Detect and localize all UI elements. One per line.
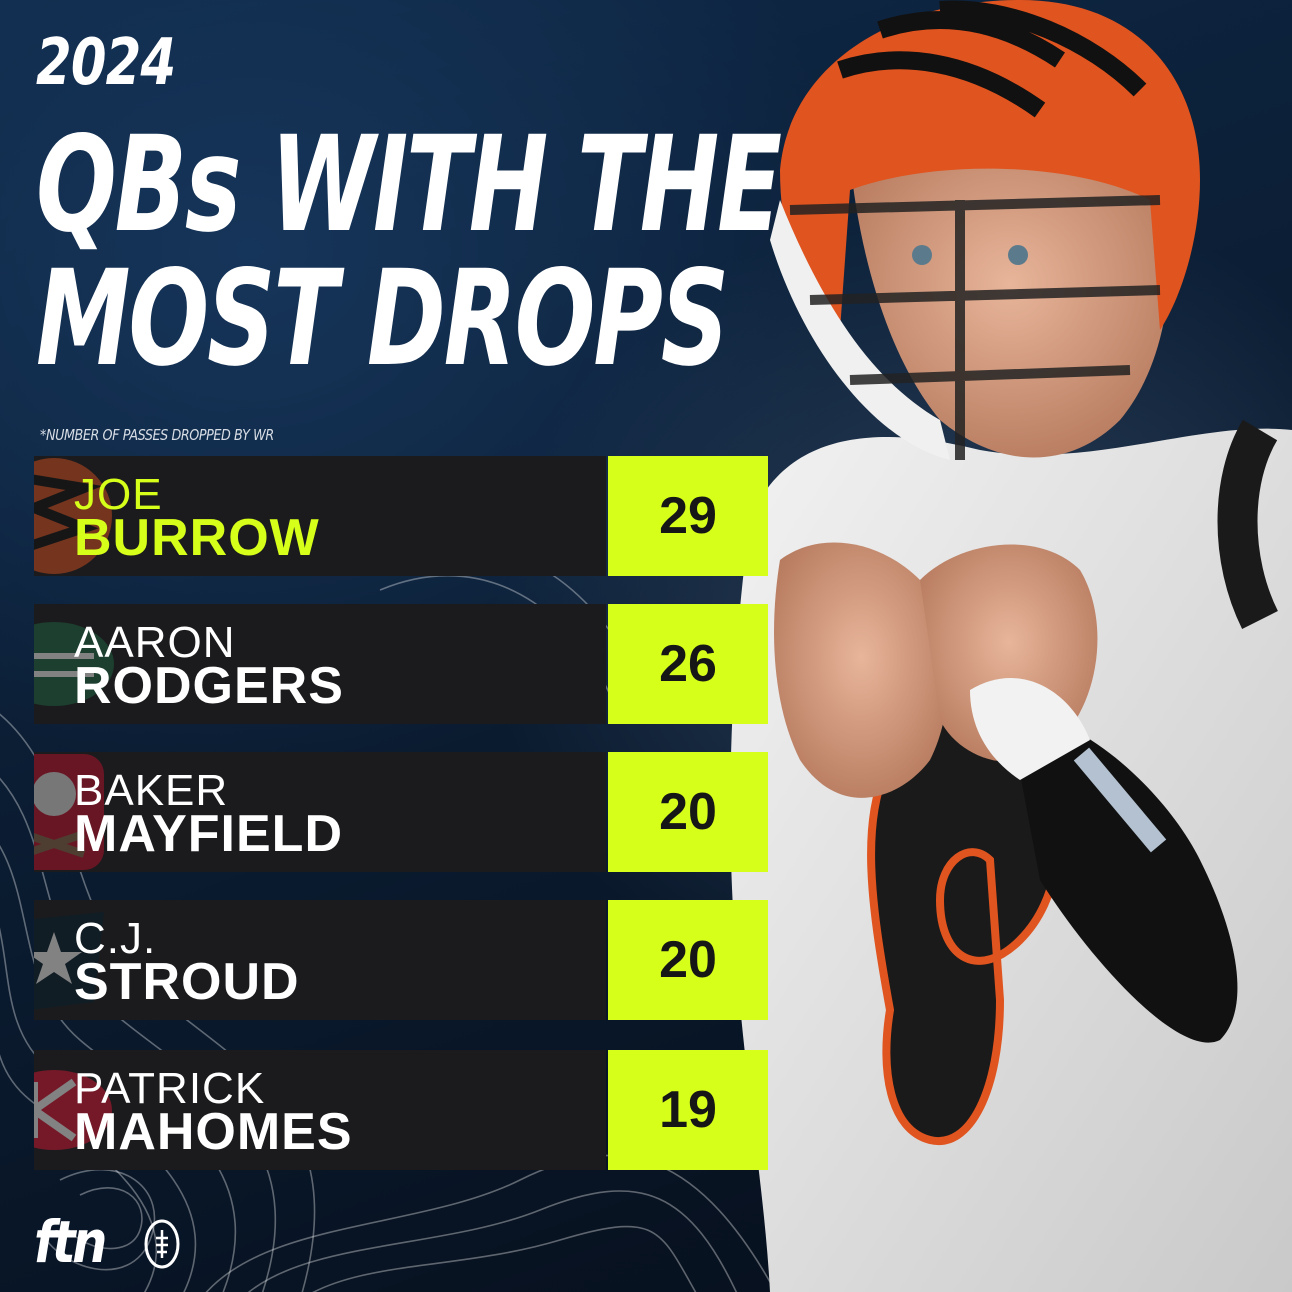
drop-count: 26 (659, 635, 717, 693)
ranking-row-2: AARON RODGERS 26 (34, 604, 768, 724)
title-line-2: MOST DROPS (36, 242, 729, 396)
texans-logo (34, 912, 104, 1010)
row-plate: AARON RODGERS (34, 604, 606, 724)
value-box: 19 (608, 1050, 768, 1170)
quarterback-photo (730, 0, 1292, 1292)
last-name: MAHOMES (74, 1103, 353, 1161)
drop-count: 29 (659, 487, 717, 545)
value-box: 20 (608, 900, 768, 1020)
first-name: BAKER (74, 766, 229, 815)
first-name: JOE (74, 470, 163, 519)
ranking-row-4: C.J. STROUD 20 (34, 900, 768, 1020)
jets-logo (34, 622, 114, 706)
last-name: BURROW (74, 509, 320, 567)
row-plate: BAKER MAYFIELD (34, 752, 606, 872)
ftn-logo: ftn (34, 1208, 184, 1276)
ranking-row-3: BAKER MAYFIELD 20 (34, 752, 768, 872)
value-box: 29 (608, 456, 768, 576)
last-name: MAYFIELD (74, 805, 343, 863)
ranking-row-1: JOE BURROW 29 (34, 456, 768, 576)
drop-count: 19 (659, 1081, 717, 1139)
footnote: *NUMBER OF PASSES DROPPED BY WR (40, 426, 274, 444)
drop-count: 20 (659, 783, 717, 841)
first-name: AARON (74, 618, 236, 667)
drop-count: 20 (659, 931, 717, 989)
ranking-row-5: PATRICK MAHOMES 19 (34, 1050, 768, 1170)
value-box: 26 (608, 604, 768, 724)
football-icon (144, 1219, 180, 1269)
first-name: PATRICK (74, 1064, 266, 1113)
last-name: STROUD (74, 953, 300, 1011)
row-plate: JOE BURROW (34, 456, 606, 576)
title-line-1: QBs WITH THE (36, 108, 782, 262)
page-title: QBs WITH THE MOST DROPS (36, 108, 782, 396)
last-name: RODGERS (74, 657, 344, 715)
buccaneers-logo (34, 754, 104, 870)
first-name: C.J. (74, 914, 157, 963)
row-plate: C.J. STROUD (34, 900, 606, 1020)
value-box: 20 (608, 752, 768, 872)
chiefs-logo (34, 1070, 112, 1150)
brand-logo-text: ftn (34, 1208, 107, 1276)
year-label: 2024 (36, 26, 176, 100)
bengals-logo (34, 458, 112, 574)
row-plate: PATRICK MAHOMES (34, 1050, 606, 1170)
